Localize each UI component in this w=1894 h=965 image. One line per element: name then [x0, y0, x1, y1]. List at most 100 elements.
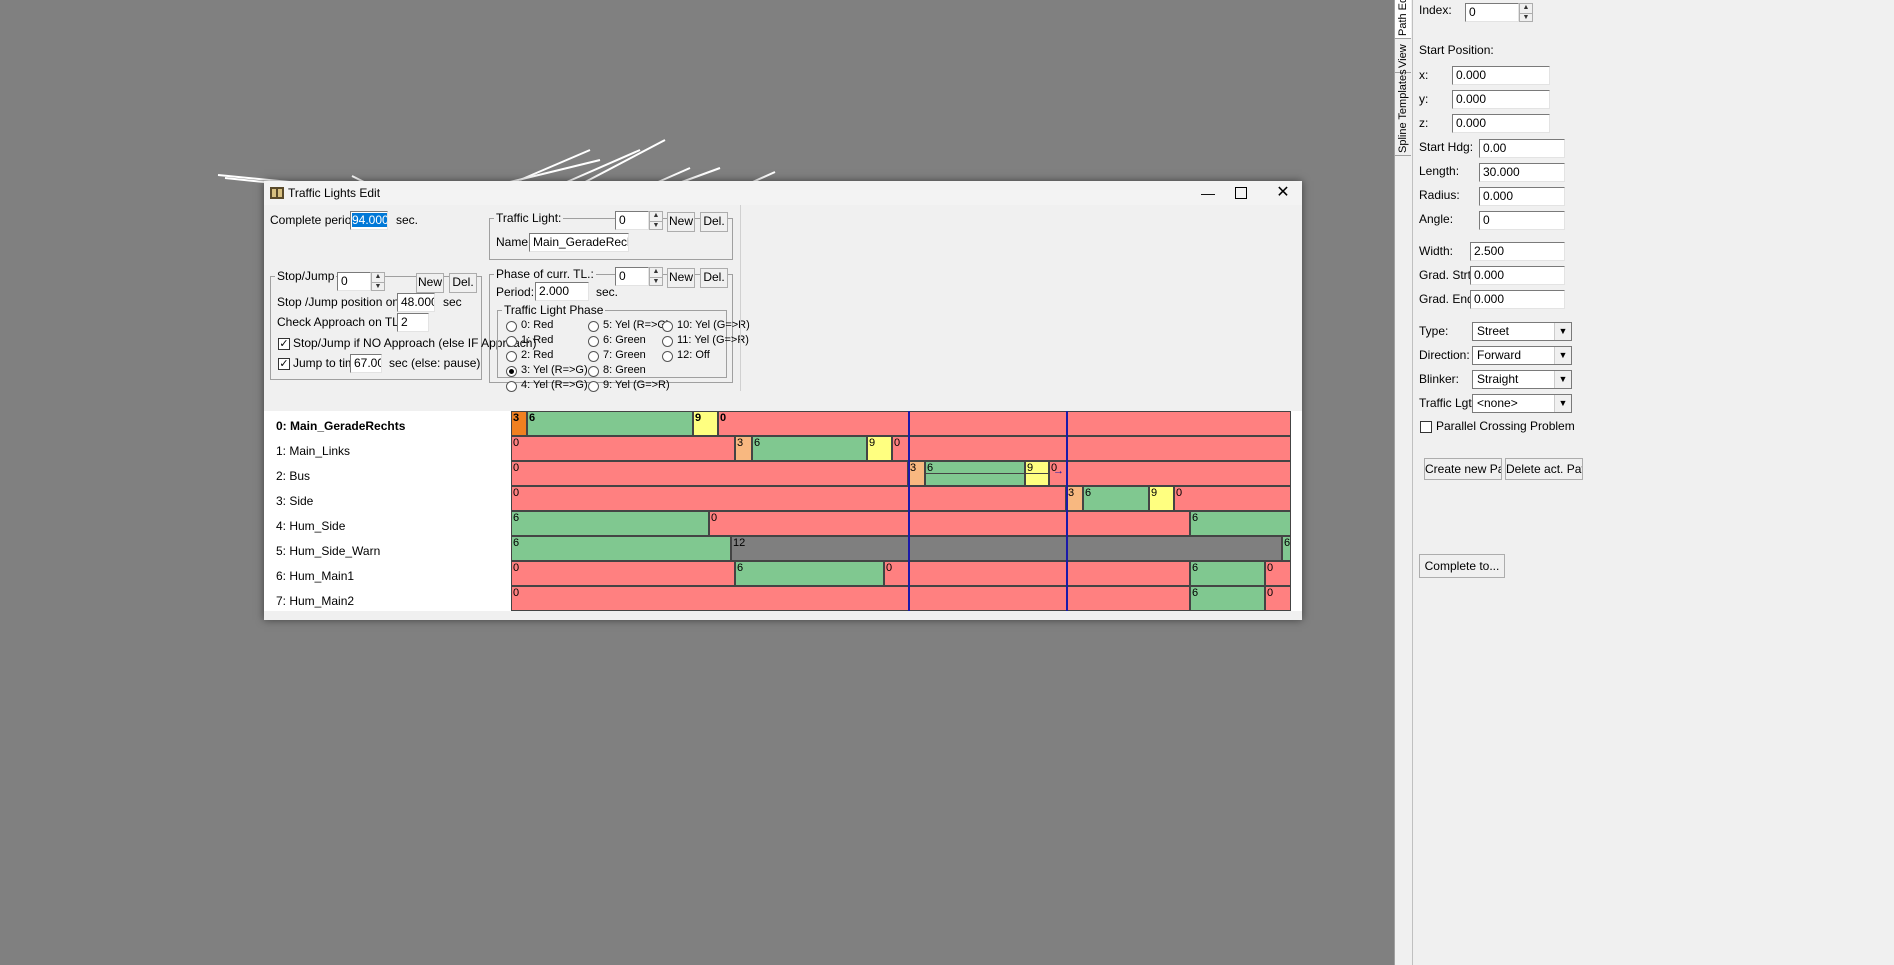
phase-index-input[interactable]: 0 — [615, 267, 649, 286]
stop-jump-del-button[interactable]: Del. — [449, 273, 477, 293]
phase-radio-1[interactable] — [506, 336, 517, 347]
timeline-segment[interactable]: 6 — [1190, 511, 1291, 536]
timeline-row-label[interactable]: 4: Hum_Side — [276, 519, 346, 533]
phase-radio-0[interactable] — [506, 321, 517, 332]
timeline-segment[interactable]: 0 — [1265, 586, 1291, 611]
traffic-lgts-select[interactable]: <none> ▼ — [1472, 394, 1572, 413]
timeline-segment[interactable]: 6 — [511, 536, 731, 561]
phase-radio-10[interactable] — [662, 321, 673, 332]
timeline-segment[interactable]: 9 — [867, 436, 892, 461]
minimize-icon[interactable]: — — [1201, 185, 1215, 201]
phase-radio-4[interactable] — [506, 381, 517, 392]
timeline-segment[interactable]: 6 — [527, 411, 693, 436]
timeline-grid[interactable]: 3 6 9 0 0 3 6 9 0 0 3 6 9 0 0 3 6 9 0 6 0 6 6 12 6 0 6 0 6 0 0 6 0 → — [511, 411, 1291, 611]
timeline-row-label[interactable]: 2: Bus — [276, 469, 311, 483]
timeline-segment[interactable]: 3 — [735, 436, 752, 461]
timeline-segment[interactable]: 3 — [1066, 486, 1083, 511]
z-input[interactable]: 0.000 — [1452, 114, 1550, 133]
title-bar[interactable]: Traffic Lights Edit — ✕ — [264, 181, 1302, 205]
timeline-segment[interactable]: 0 — [511, 436, 735, 461]
phase-radio-7[interactable] — [588, 351, 599, 362]
timeline-row-label[interactable]: 3: Side — [276, 494, 314, 508]
tab-view[interactable]: View — [1395, 40, 1411, 73]
traffic-light-index-input[interactable]: 0 — [615, 211, 649, 230]
timeline-segment[interactable]: 3 — [511, 411, 527, 436]
timeline-segment[interactable]: 0 — [511, 586, 1190, 611]
timeline-panel[interactable]: 0: Main_GeradeRechts 1: Main_Links 2: Bus 3… — [264, 411, 1302, 611]
timeline-segment[interactable]: 0 — [718, 411, 1291, 436]
maximize-icon[interactable] — [1235, 187, 1247, 199]
phase-new-button[interactable]: New — [667, 268, 695, 288]
timeline-segment[interactable]: 0 — [884, 561, 1190, 586]
traffic-light-spinner[interactable]: ▲ ▼ — [649, 211, 663, 230]
traffic-light-new-button[interactable]: New — [667, 212, 695, 232]
complete-to-button[interactable]: Complete to... — [1419, 554, 1505, 578]
phase-spinner[interactable]: ▲ ▼ — [649, 267, 663, 286]
phase-radio-5[interactable] — [588, 321, 599, 332]
timeline-row-label[interactable]: 6: Hum_Main1 — [276, 569, 355, 583]
timeline-segment[interactable]: 0 — [892, 436, 1291, 461]
create-path-button[interactable]: Create new Path — [1424, 458, 1502, 480]
no-approach-checkbox[interactable]: ✓ — [278, 338, 290, 350]
blinker-select[interactable]: Straight ▼ — [1472, 370, 1572, 389]
phase-radio-11[interactable] — [662, 336, 673, 347]
close-icon[interactable]: ✕ — [1276, 184, 1290, 201]
tab-spline-templates[interactable]: Spline Templates — [1395, 69, 1411, 156]
width-input[interactable]: 2.500 — [1470, 242, 1565, 261]
timeline-row-label[interactable]: 0: Main_GeradeRechts — [276, 419, 406, 433]
phase-del-button[interactable]: Del. — [700, 268, 728, 288]
timeline-segment[interactable]: 6 — [511, 511, 709, 536]
delete-path-button[interactable]: Delete act. Path — [1505, 458, 1583, 480]
phase-radio-3[interactable] — [506, 366, 517, 377]
traffic-light-del-button[interactable]: Del. — [700, 212, 728, 232]
timeline-segment[interactable]: 0 — [1174, 486, 1291, 511]
stop-jump-index-input[interactable]: 0 — [337, 272, 371, 291]
timeline-segment[interactable]: 6 — [1083, 486, 1149, 511]
phase-radio-8[interactable] — [588, 366, 599, 377]
phase-period-input[interactable]: 2.000 — [535, 282, 589, 301]
grad-end-input[interactable]: 0.000 — [1470, 290, 1565, 309]
timeline-segment[interactable]: 6 — [752, 436, 867, 461]
index-input[interactable]: 0 — [1465, 3, 1519, 22]
direction-select[interactable]: Forward ▼ — [1472, 346, 1572, 365]
timeline-segment[interactable]: 0 — [1049, 461, 1291, 486]
radius-input[interactable]: 0.000 — [1479, 187, 1565, 206]
timeline-segment[interactable]: 6 — [1282, 536, 1291, 561]
complete-periode-input[interactable]: 94.000 — [350, 211, 388, 230]
stop-jump-new-button[interactable]: New — [416, 273, 444, 293]
type-select[interactable]: Street ▼ — [1472, 322, 1572, 341]
grad-strt-input[interactable]: 0.000 — [1470, 266, 1565, 285]
timeline-segment[interactable]: 0 — [511, 561, 735, 586]
length-input[interactable]: 30.000 — [1479, 163, 1565, 182]
index-spinner[interactable]: ▲ ▼ — [1519, 3, 1533, 22]
timeline-segment[interactable]: 6 — [735, 561, 884, 586]
timeline-segment[interactable]: 0 — [511, 461, 908, 486]
timeline-segment[interactable]: 12 — [731, 536, 1282, 561]
y-input[interactable]: 0.000 — [1452, 90, 1550, 109]
timeline-segment[interactable]: 6 — [1190, 586, 1265, 611]
timeline-segment[interactable]: 0 — [1265, 561, 1291, 586]
jump-to-time-checkbox[interactable]: ✓ — [278, 358, 290, 370]
timeline-row-label[interactable]: 5: Hum_Side_Warn — [276, 544, 381, 558]
traffic-light-name-input[interactable]: Main_GeradeRechts — [529, 233, 629, 252]
timeline-row-label[interactable]: 1: Main_Links — [276, 444, 351, 458]
timeline-segment[interactable]: 0 — [709, 511, 1190, 536]
check-approach-input[interactable]: 2 — [397, 313, 429, 332]
timeline-segment[interactable]: 9 — [1149, 486, 1174, 511]
jump-to-time-input[interactable]: 67.000 — [350, 354, 382, 373]
timeline-row-label[interactable]: 7: Hum_Main2 — [276, 594, 355, 608]
phase-radio-12[interactable] — [662, 351, 673, 362]
timeline-segment[interactable]: 9 — [693, 411, 718, 436]
phase-radio-2[interactable] — [506, 351, 517, 362]
phase-radio-6[interactable] — [588, 336, 599, 347]
timeline-segment[interactable]: 0 — [511, 486, 1066, 511]
parallel-crossing-checkbox[interactable] — [1420, 421, 1432, 433]
timeline-segment[interactable]: 3 — [908, 461, 925, 486]
timeline-segment[interactable]: 6 — [1190, 561, 1265, 586]
start-hdg-input[interactable]: 0.00 — [1479, 139, 1565, 158]
x-input[interactable]: 0.000 — [1452, 66, 1550, 85]
stop-jump-spinner[interactable]: ▲ ▼ — [371, 272, 385, 291]
stop-jump-position-input[interactable]: 48.000 — [397, 293, 435, 312]
angle-input[interactable]: 0 — [1479, 211, 1565, 230]
phase-radio-9[interactable] — [588, 381, 599, 392]
